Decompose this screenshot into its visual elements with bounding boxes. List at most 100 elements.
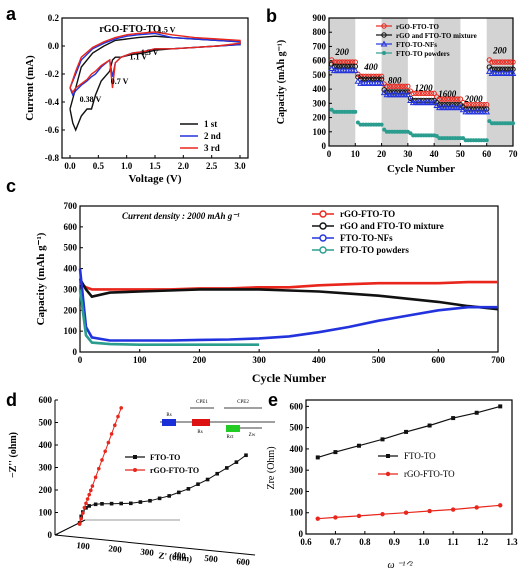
panel-e-xlabel: ω ⁻¹ᐟ² xyxy=(387,560,413,571)
panel-e-y-tick-label: 200 xyxy=(290,486,304,496)
panel-b-point xyxy=(402,83,408,89)
panel-a-x-tick-label: 1.0 xyxy=(121,161,133,171)
panel-d-point xyxy=(196,482,200,486)
panel-b-point xyxy=(455,96,461,102)
panel-b-point xyxy=(507,59,514,65)
panel-c-legend-marker xyxy=(319,210,327,218)
panel-d-ylabel: −Z'' (ohm) xyxy=(8,432,19,478)
panel-d-point xyxy=(79,514,83,519)
panel-d-point xyxy=(100,458,104,462)
panel-b-point xyxy=(441,102,448,108)
panel-e-point xyxy=(404,429,409,434)
panel-e-y-tick-label: 400 xyxy=(290,444,304,454)
panel-b-series xyxy=(328,57,517,143)
panel-letter-d: d xyxy=(6,390,17,410)
panel-c-y-tick-label: 0 xyxy=(73,347,78,357)
panel-e-point xyxy=(380,512,385,517)
panel-b-ylabel: Capacity (mAh g⁻¹) xyxy=(276,40,287,124)
panel-a-x-tick-label: 1.5 xyxy=(149,161,161,171)
panel-b-y-tick-label: 600 xyxy=(313,56,327,66)
panel-c-x-tick-label: 100 xyxy=(133,355,147,365)
panel-d-point xyxy=(103,449,107,454)
panel-c-y-tick-label: 100 xyxy=(64,326,78,336)
panel-d-circuit-label: Rct xyxy=(227,435,235,440)
panel-d-legend-marker xyxy=(133,468,137,472)
panel-b-point xyxy=(499,59,506,65)
panel-d-circuit-inset: Rs CPE1 Rs CPE2 Rct Zw xyxy=(160,400,275,440)
panel-d-point xyxy=(157,496,162,501)
panel-b-point xyxy=(457,96,464,102)
panel-b-point xyxy=(365,73,372,80)
panel-b-point xyxy=(410,90,416,97)
panel-b-point xyxy=(452,96,458,102)
panel-b-point xyxy=(368,73,374,80)
panel-c-x-tick-label: 700 xyxy=(491,355,505,365)
panel-b-legend-marker xyxy=(380,40,388,47)
panel-b-shaded-band xyxy=(486,18,513,146)
panel-b-point xyxy=(473,106,479,112)
panel-b-point xyxy=(465,106,472,112)
panel-b-point xyxy=(370,73,377,80)
panel-b-rate-label: 200 xyxy=(492,46,507,56)
panel-c-legend-label: FTO-TO powders xyxy=(340,245,409,255)
panel-b-point xyxy=(441,96,448,102)
panel-a-y-tick-label: 0.0 xyxy=(48,41,60,51)
panel-d-point xyxy=(109,501,114,506)
panel-a-y-tick-label: -0.2 xyxy=(45,69,60,79)
panel-d-point xyxy=(93,502,98,507)
panel-b-point xyxy=(402,89,408,95)
panel-a-series-line xyxy=(69,32,241,97)
panel-a-y-tick-label: 0.2 xyxy=(48,13,60,23)
panel-d-circuit-rs-box xyxy=(162,419,176,426)
panel-b-point xyxy=(436,96,443,102)
panel-e-legend-marker xyxy=(386,454,390,458)
panel-d-y-tick-label: 300 xyxy=(39,463,53,473)
panel-d-legend: FTO-TO rGO-FTO-TO xyxy=(125,453,199,475)
panel-b-point xyxy=(399,83,406,89)
panel-e-point xyxy=(315,455,320,460)
panel-b-legend-marker xyxy=(382,51,386,55)
panel-b-point xyxy=(405,83,411,89)
panel-a-annotations: 1.5 V 1.3 V1.1 V 0.7 V 0.38 V xyxy=(80,26,176,104)
panel-e-point xyxy=(333,450,338,455)
panel-d-point xyxy=(205,477,210,482)
panel-b-x-tick-label: 70 xyxy=(509,149,519,159)
panel-d-y-tick-label: 400 xyxy=(39,440,53,450)
panel-b-point xyxy=(378,79,385,86)
panel-letter-a: a xyxy=(6,4,17,24)
panel-b-point xyxy=(360,73,366,80)
panel-d-x-tick-label: 500 xyxy=(204,553,219,564)
panel-d-circuit-label: Zw xyxy=(249,433,256,438)
panel-e-y-tick-label: 500 xyxy=(290,423,304,433)
panel-e-x-tick-label: 0.6 xyxy=(300,537,312,547)
panel-a-legend-label: 3 rd xyxy=(204,143,220,153)
panel-d-point xyxy=(138,500,143,504)
panel-b-y-tick-label: 100 xyxy=(313,127,327,137)
panel-b-point xyxy=(392,83,398,89)
panel-e-legend-label: rGO-FTO-TO xyxy=(404,469,455,479)
panel-e-x-tick-label: 0.7 xyxy=(330,537,342,547)
panel-c-ticks: 0 100 200 300 400 500 600 700 0 100 200 300 400 500 60… xyxy=(64,201,506,365)
panel-e-series-line xyxy=(317,504,501,520)
panel-e-frame xyxy=(305,399,513,535)
panel-b-point xyxy=(423,90,429,97)
panel-d-point xyxy=(116,414,120,419)
panel-e-point xyxy=(356,443,361,448)
panel-c-series-line xyxy=(78,268,498,342)
panel-c-x-tick-label: 500 xyxy=(372,355,386,365)
panel-b-point xyxy=(459,106,467,113)
panel-b-point xyxy=(452,102,458,108)
panel-b-point xyxy=(397,83,403,89)
panel-b-point xyxy=(433,101,441,108)
panel-d-point xyxy=(113,423,117,428)
panel-c-series-line xyxy=(78,278,499,311)
panel-b-legend-label: FTO-TO powders xyxy=(396,50,450,58)
panel-b-shaded-band xyxy=(381,18,408,146)
panel-b-rate-label: 200 xyxy=(334,47,349,57)
panel-b-point xyxy=(405,89,411,95)
panel-e-point xyxy=(450,507,456,512)
panel-e-series xyxy=(315,404,503,521)
panel-b-point xyxy=(386,83,393,89)
panel-b-point xyxy=(468,106,474,112)
panel-a-series xyxy=(69,31,241,132)
